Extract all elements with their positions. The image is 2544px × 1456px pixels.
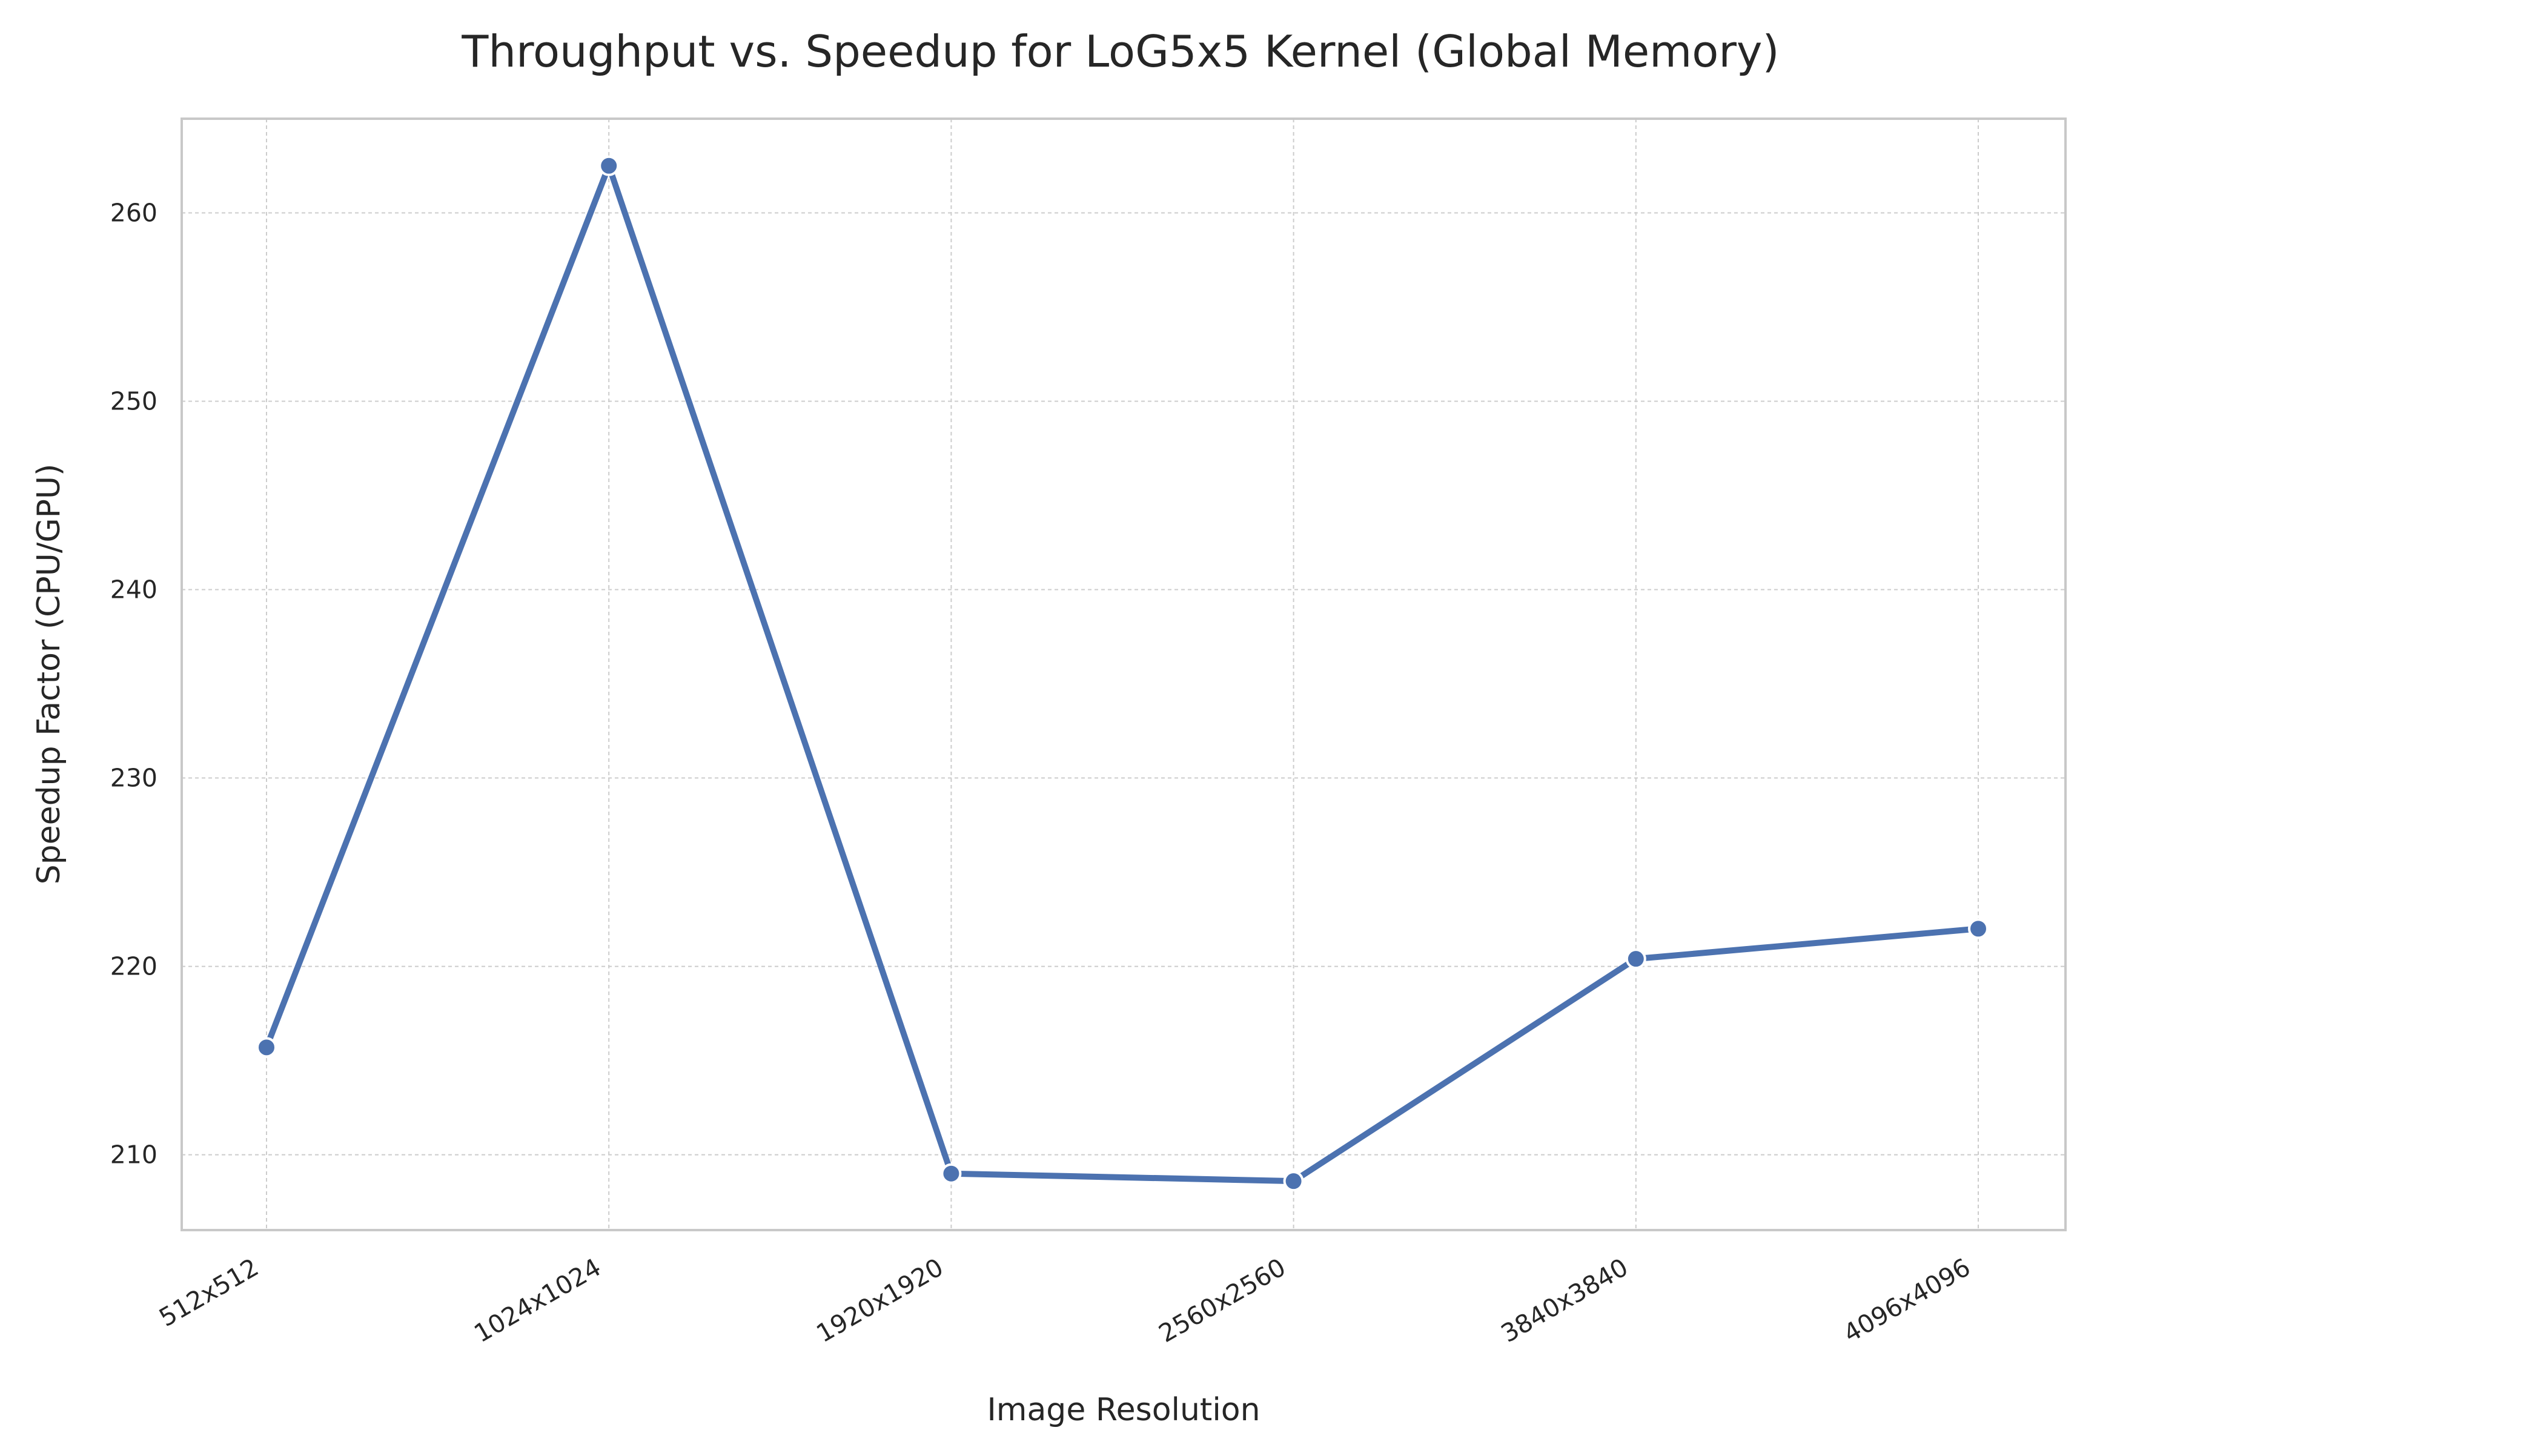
data-point [598,155,620,176]
x-tick-labels: 512x512 1024x1024 1920x1920 2560x2560 3840x3… [154,1252,1975,1348]
y-tick-label: 240 [110,575,157,604]
y-tick-label: 250 [110,387,157,416]
y-tick-label: 230 [110,764,157,793]
data-point [256,1037,277,1058]
x-tick-label: 512x512 [154,1252,263,1332]
x-tick-label: 4096x4096 [1838,1252,1975,1348]
x-tick-label: 2560x2560 [1154,1252,1291,1348]
series-line [263,162,1981,1185]
x-tick-label: 3840x3840 [1496,1252,1633,1348]
series-layer [263,162,1981,1185]
data-point [1625,948,1646,970]
data-point [1283,1171,1304,1192]
x-tick-label: 1920x1920 [812,1252,949,1348]
chart-title: Throughput vs. Speedup for LoG5x5 Kernel… [461,26,1779,77]
data-point [1968,918,1989,939]
plot-frame [181,117,2067,1231]
x-axis-title: Image Resolution [987,1392,1260,1428]
x-tick-label: 1024x1024 [469,1252,606,1348]
grid-layer [182,119,2065,1230]
y-tick-label: 210 [110,1140,157,1170]
y-tick-labels: 210 220 230 240 250 260 [110,199,157,1170]
y-tick-label: 220 [110,952,157,981]
y-tick-label: 260 [110,199,157,228]
data-point [941,1163,962,1184]
points-layer [256,155,1989,1192]
y-axis-title: Speedup Factor (CPU/GPU) [31,464,67,885]
